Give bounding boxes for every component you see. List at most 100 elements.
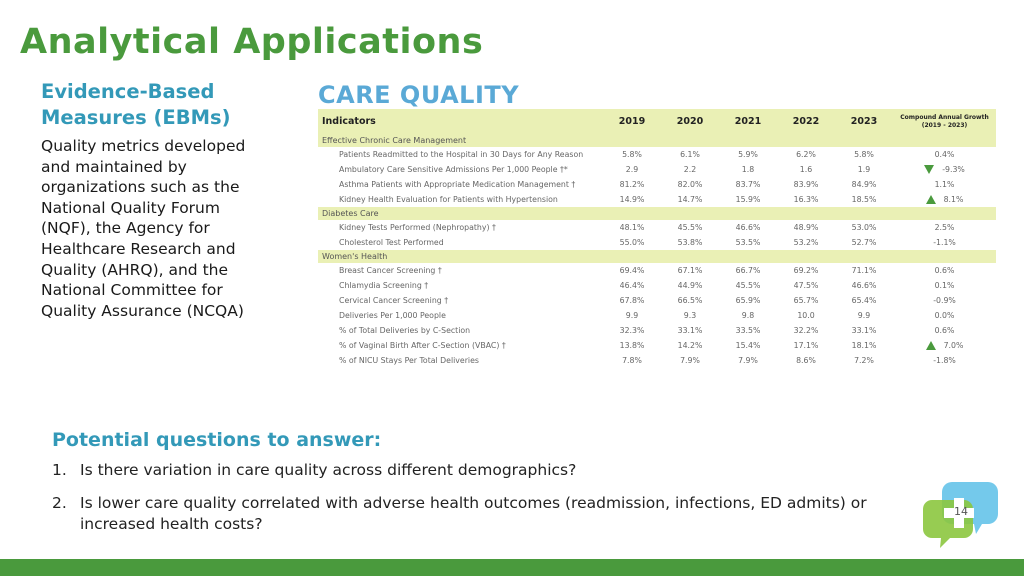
cagr-value: 0.4% bbox=[934, 150, 955, 159]
year-value: 1.6 bbox=[799, 165, 813, 174]
year-value: 14.7% bbox=[677, 195, 703, 204]
table-row: Cholesterol Test Performed 55.0% 53.8% 53.5… bbox=[318, 235, 996, 250]
year-value: 7.9% bbox=[680, 356, 700, 365]
cagr-cell: 2.5% bbox=[893, 220, 996, 235]
table-header-row: Indicators 2019 2020 2021 2022 2023 Comp… bbox=[318, 109, 996, 134]
table-row: Patients Readmitted to the Hospital in 3… bbox=[318, 147, 996, 162]
indicator-label: Cervical Cancer Screening † bbox=[339, 296, 449, 305]
section-row: Women's Health bbox=[318, 250, 996, 263]
year-value: 16.3% bbox=[793, 195, 819, 204]
year-value: 8.6% bbox=[796, 356, 816, 365]
year-value: 65.7% bbox=[793, 296, 819, 305]
section-row: Diabetes Care bbox=[318, 207, 996, 220]
year-value: 55.0% bbox=[619, 238, 645, 247]
year-value: 1.9 bbox=[857, 165, 871, 174]
cagr-value: -0.9% bbox=[933, 296, 956, 305]
year-value: 53.0% bbox=[851, 223, 877, 232]
year-value: 48.1% bbox=[619, 223, 645, 232]
ebm-heading: Evidence-Based Measures (EBMs) bbox=[41, 79, 281, 131]
section-row: Effective Chronic Care Management bbox=[318, 134, 996, 147]
year-value: 65.4% bbox=[851, 296, 877, 305]
year-value: 33.5% bbox=[735, 326, 761, 335]
indicators-header: Indicators bbox=[318, 109, 603, 134]
cagr-value: 0.0% bbox=[934, 311, 955, 320]
year-value: 48.9% bbox=[793, 223, 819, 232]
cagr-cell: -1.1% bbox=[893, 235, 996, 250]
year-value: 7.2% bbox=[854, 356, 874, 365]
section-label: Diabetes Care bbox=[318, 207, 996, 220]
year-value: 45.5% bbox=[677, 223, 703, 232]
year-value: 69.2% bbox=[793, 266, 819, 275]
ebm-body-line: organizations such as the bbox=[41, 178, 240, 197]
year-value: 14.9% bbox=[619, 195, 645, 204]
year-value: 71.1% bbox=[851, 266, 877, 275]
indicator-label: Breast Cancer Screening † bbox=[339, 266, 442, 275]
cagr-cell: 1.1% bbox=[893, 177, 996, 192]
year-value: 32.3% bbox=[619, 326, 645, 335]
cagr-cell: 0.0% bbox=[893, 308, 996, 323]
year-value: 18.1% bbox=[851, 341, 877, 350]
year-value: 17.1% bbox=[793, 341, 819, 350]
cagr-value: 8.1% bbox=[943, 194, 964, 204]
ebm-description: Quality metrics developed and maintained… bbox=[41, 136, 281, 321]
table-row: Breast Cancer Screening † 69.4% 67.1% 66.7%… bbox=[318, 263, 996, 278]
page-number: 14 bbox=[954, 505, 968, 518]
table-row: Kidney Tests Performed (Nephropathy) † 48… bbox=[318, 220, 996, 235]
indicator-label: Kidney Health Evaluation for Patients wi… bbox=[339, 195, 558, 204]
question-item: 1. Is there variation in care quality ac… bbox=[52, 460, 882, 481]
cagr-value: 7.0% bbox=[943, 340, 964, 350]
ebm-body-line: National Quality Forum bbox=[41, 198, 220, 217]
indicator-label: Deliveries Per 1,000 People bbox=[339, 311, 446, 320]
slide-title: Analytical Applications bbox=[20, 22, 484, 62]
cagr-value: 0.1% bbox=[934, 281, 955, 290]
question-item: 2. Is lower care quality correlated with… bbox=[52, 493, 882, 535]
year-value: 9.3 bbox=[683, 311, 697, 320]
year-value: 32.2% bbox=[793, 326, 819, 335]
year-value: 46.6% bbox=[735, 223, 761, 232]
indicator-label: Patients Readmitted to the Hospital in 3… bbox=[339, 150, 584, 159]
year-value: 5.8% bbox=[854, 150, 874, 159]
year-value: 18.5% bbox=[851, 195, 877, 204]
year-value: 6.2% bbox=[796, 150, 816, 159]
year-value: 67.8% bbox=[619, 296, 645, 305]
care-quality-title: CARE QUALITY bbox=[318, 81, 520, 109]
ebm-heading-line-2: Measures (EBMs) bbox=[41, 106, 231, 129]
year-header: 2021 bbox=[719, 109, 777, 134]
table-row: % of NICU Stays Per Total Deliveries 7.8%… bbox=[318, 353, 996, 368]
ebm-body-line: Quality (AHRQ), and the bbox=[41, 260, 229, 279]
arrow-up-icon bbox=[925, 341, 936, 351]
year-value: 9.9 bbox=[857, 311, 871, 320]
indicator-label: % of Total Deliveries by C-Section bbox=[339, 326, 471, 335]
ebm-body-line: and maintained by bbox=[41, 157, 187, 176]
indicator-label: % of Vaginal Birth After C-Section (VBAC… bbox=[339, 341, 506, 350]
care-quality-panel: CARE QUALITY Indicators 2019 2020 2021 2… bbox=[318, 82, 998, 368]
year-value: 67.1% bbox=[677, 266, 703, 275]
year-value: 65.9% bbox=[735, 296, 761, 305]
questions-list: 1. Is there variation in care quality ac… bbox=[52, 460, 882, 547]
year-value: 84.9% bbox=[851, 180, 877, 189]
cagr-value: 0.6% bbox=[934, 266, 955, 275]
arrow-up-icon bbox=[925, 195, 936, 205]
cagr-cell: 0.6% bbox=[893, 263, 996, 278]
year-value: 6.1% bbox=[680, 150, 700, 159]
year-value: 53.2% bbox=[793, 238, 819, 247]
year-value: 46.4% bbox=[619, 281, 645, 290]
cagr-cell: -1.8% bbox=[893, 353, 996, 368]
section-label: Effective Chronic Care Management bbox=[318, 134, 996, 147]
care-quality-table: Indicators 2019 2020 2021 2022 2023 Comp… bbox=[318, 109, 996, 368]
ebm-body-line: Quality metrics developed bbox=[41, 137, 246, 155]
cagr-value: -1.8% bbox=[933, 356, 956, 365]
year-value: 5.8% bbox=[622, 150, 642, 159]
year-value: 33.1% bbox=[677, 326, 703, 335]
year-value: 45.5% bbox=[735, 281, 761, 290]
year-value: 69.4% bbox=[619, 266, 645, 275]
table-row: Asthma Patients with Appropriate Medicat… bbox=[318, 177, 996, 192]
cagr-cell: 0.6% bbox=[893, 323, 996, 338]
year-value: 9.8 bbox=[741, 311, 755, 320]
year-value: 13.8% bbox=[619, 341, 645, 350]
year-header: 2022 bbox=[777, 109, 835, 134]
footer-bar bbox=[0, 559, 1024, 576]
table-row: Chlamydia Screening † 46.4% 44.9% 45.5% 47.5… bbox=[318, 278, 996, 293]
cagr-value: 1.1% bbox=[934, 180, 955, 189]
section-label: Women's Health bbox=[318, 250, 996, 263]
